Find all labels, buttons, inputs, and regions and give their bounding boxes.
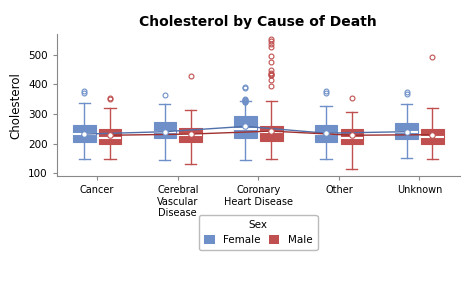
PathPatch shape xyxy=(154,122,176,138)
PathPatch shape xyxy=(395,124,418,139)
PathPatch shape xyxy=(260,126,283,141)
PathPatch shape xyxy=(234,116,257,138)
PathPatch shape xyxy=(421,129,444,143)
PathPatch shape xyxy=(179,128,202,142)
PathPatch shape xyxy=(315,125,337,142)
PathPatch shape xyxy=(340,129,363,143)
PathPatch shape xyxy=(73,125,96,142)
Y-axis label: Cholesterol: Cholesterol xyxy=(9,72,23,139)
Title: Cholesterol by Cause of Death: Cholesterol by Cause of Death xyxy=(139,15,377,29)
Legend: Female, Male: Female, Male xyxy=(199,215,318,250)
PathPatch shape xyxy=(99,129,121,143)
